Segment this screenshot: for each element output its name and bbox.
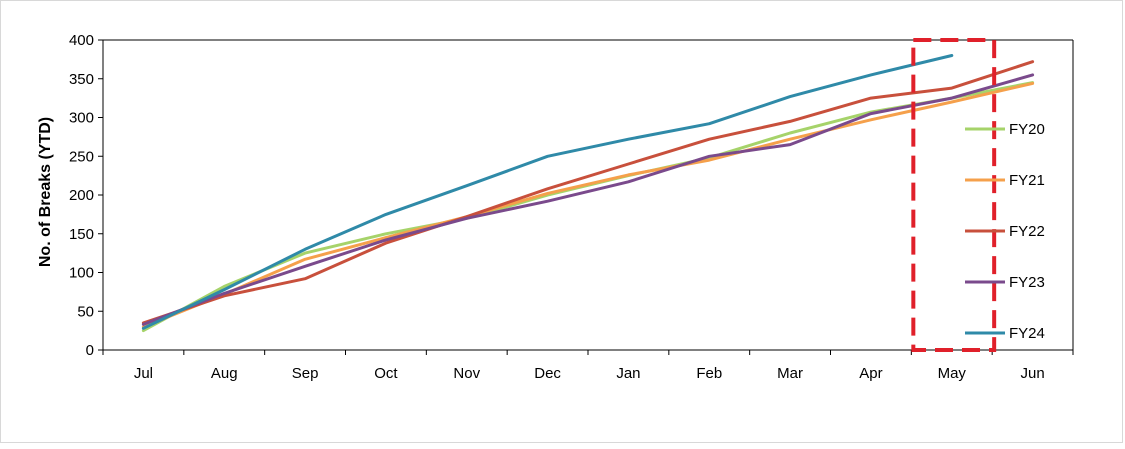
y-tick-label: 400	[69, 32, 94, 49]
x-tick-label: Sep	[292, 365, 319, 382]
x-tick-label: Nov	[453, 365, 480, 382]
legend-label-fy23: FY23	[1009, 274, 1045, 291]
x-tick-label: Dec	[534, 365, 561, 382]
x-tick-label: May	[938, 365, 967, 382]
y-tick-label: 150	[69, 226, 94, 243]
x-tick-label: Feb	[696, 365, 722, 382]
series-line-fy24	[141, 54, 954, 330]
x-tick-label: Jul	[134, 365, 153, 382]
series-line-fy21	[141, 81, 1035, 329]
x-tick-label: Apr	[859, 365, 882, 382]
y-axis-title: No. of Breaks (YTD)	[37, 117, 54, 267]
y-tick-label: 250	[69, 148, 94, 165]
series-line-fy23	[141, 73, 1035, 326]
x-tick-label: Jun	[1020, 365, 1044, 382]
series-line-fy22	[141, 60, 1035, 325]
x-tick-label: Jan	[616, 365, 640, 382]
legend-label-fy22: FY22	[1009, 223, 1045, 240]
x-tick-label: Mar	[777, 365, 803, 382]
y-tick-label: 0	[86, 342, 94, 359]
legend-label-fy24: FY24	[1009, 325, 1045, 342]
legend-label-fy20: FY20	[1009, 121, 1045, 138]
highlight-box	[911, 38, 997, 352]
x-tick-label: Oct	[374, 365, 398, 382]
y-tick-label: 200	[69, 187, 94, 204]
y-tick-label: 350	[69, 71, 94, 88]
y-tick-label: 300	[69, 110, 94, 127]
y-tick-label: 50	[77, 303, 94, 320]
legend-label-fy21: FY21	[1009, 172, 1045, 189]
x-tick-label: Aug	[211, 365, 238, 382]
series-line-fy20	[141, 81, 1035, 333]
y-tick-label: 100	[69, 265, 94, 282]
